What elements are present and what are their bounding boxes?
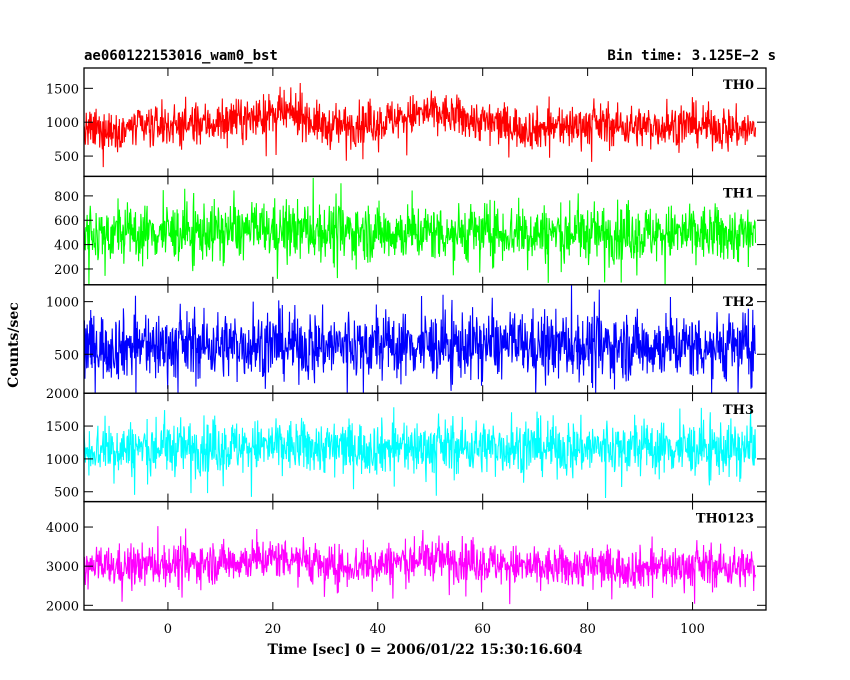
x-tick-label: 40 <box>370 622 387 637</box>
x-tick-label: 0 <box>164 622 172 637</box>
panel-label: TH3 <box>723 403 754 418</box>
panel-th3: 500 1000 1500 2000 TH3 <box>46 387 767 503</box>
series-th0123 <box>84 526 757 605</box>
x-tick-label: 100 <box>680 622 705 637</box>
panel-frame <box>83 500 767 611</box>
y-tick-label: 500 <box>54 150 79 165</box>
x-tick-label: 80 <box>579 622 596 637</box>
panel-th0123: 2000 3000 4000 TH0123 <box>46 500 767 614</box>
panel-th1: 200 400 600 800 TH1 <box>54 175 767 286</box>
panel-label: TH1 <box>723 186 754 201</box>
x-tick-label: 20 <box>265 622 282 637</box>
y-axis-label: Counts/sec <box>6 302 22 388</box>
panel-label: TH2 <box>723 295 754 310</box>
x-axis-label: Time [sec] 0 = 2006/01/22 15:30:16.604 <box>268 642 583 658</box>
series-th2 <box>84 284 757 394</box>
chart-title-right: Bin time: 3.125E−2 s <box>607 48 776 64</box>
y-tick-label: 3000 <box>46 560 79 575</box>
y-tick-label: 4000 <box>46 521 79 536</box>
panel-th2: 500 1000 TH2 <box>46 284 767 394</box>
series-th1 <box>84 177 757 285</box>
y-tick-label: 1000 <box>46 296 79 311</box>
series-th3 <box>84 407 757 498</box>
y-tick-label: 1000 <box>46 116 79 131</box>
y-tick-label: 800 <box>54 190 79 205</box>
chart-title-left: ae060122153016_wam0_bst <box>84 48 278 64</box>
x-axis: 0 20 40 60 80 100 <box>164 622 705 637</box>
y-tick-label: 400 <box>54 239 79 254</box>
series-th0 <box>84 82 757 168</box>
y-tick-label: 600 <box>54 214 79 229</box>
y-tick-label: 1500 <box>46 420 79 435</box>
y-tick-label: 200 <box>54 263 79 278</box>
y-tick-label: 1500 <box>46 82 79 97</box>
y-tick-label: 500 <box>54 486 79 501</box>
panel-th0: 500 1000 1500 TH0 <box>46 67 767 178</box>
y-tick-label: 1000 <box>46 453 79 468</box>
panel-label: TH0123 <box>696 512 754 527</box>
panel-label: TH0 <box>723 78 754 93</box>
y-tick-label: 2000 <box>46 599 79 614</box>
x-tick-label: 60 <box>474 622 491 637</box>
y-tick-label: 2000 <box>46 387 79 402</box>
y-tick-label: 500 <box>54 348 79 363</box>
